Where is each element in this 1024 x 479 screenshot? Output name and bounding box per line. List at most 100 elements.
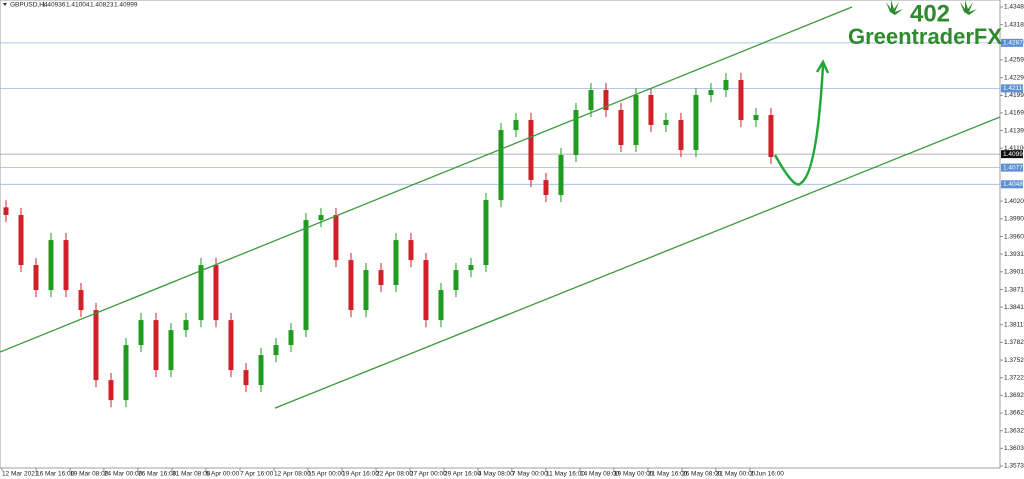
candle-body — [513, 120, 519, 131]
candle-body — [153, 320, 159, 371]
candle-body — [213, 265, 219, 321]
level-box — [1001, 84, 1023, 93]
candle-body — [363, 270, 369, 311]
candle-body — [63, 240, 69, 291]
candle-body — [273, 345, 279, 356]
y-tick-label: 1.36325 — [1004, 427, 1024, 434]
x-tick-label: 14 May 08:00 — [580, 471, 620, 478]
y-tick-label: 1.39310 — [1004, 251, 1024, 258]
x-tick-label: 26 May 08:00 — [682, 471, 722, 478]
x-tick-label: 29 Apr 16:00 — [444, 471, 481, 478]
symbol: GBPUSD,H4 — [10, 2, 48, 9]
candle-body — [618, 110, 624, 146]
candle-body — [228, 320, 234, 371]
x-tick-label: 21 May 16:00 — [648, 471, 688, 478]
x-tick-label: 22 Apr 08:00 — [376, 471, 413, 478]
x-tick-label: 5 Apr 00:00 — [206, 471, 240, 478]
y-tick-label: 1.41695 — [1004, 110, 1024, 117]
candle-body — [558, 155, 564, 196]
trend-line — [0, 6, 853, 353]
candle-body — [333, 215, 339, 261]
candle-body — [3, 207, 9, 216]
x-tick-label: 11 May 16:00 — [546, 471, 585, 478]
x-tick-label: 16 Mar 16:00 — [36, 471, 75, 478]
candle-body — [438, 290, 444, 321]
y-tick-label: 1.37220 — [1004, 375, 1024, 382]
y-tick-label: 1.41990 — [1004, 92, 1024, 99]
y-tick-label: 1.43485 — [1004, 4, 1024, 11]
candle-body — [468, 265, 474, 271]
y-tick-label: 1.37520 — [1004, 357, 1024, 364]
candle-body — [483, 200, 489, 266]
candle-body — [768, 115, 774, 158]
level-box — [1001, 38, 1023, 47]
y-tick-label: 1.42290 — [1004, 74, 1024, 81]
candle-body — [678, 120, 684, 151]
candle-body — [633, 94, 639, 146]
y-tick-label: 1.38115 — [1004, 322, 1024, 329]
y-tick-label: 1.39605 — [1004, 233, 1024, 240]
candle-body — [243, 370, 249, 386]
candle-body — [663, 120, 669, 126]
candle-body — [393, 240, 399, 286]
candle-body — [498, 130, 504, 201]
candle-body — [573, 110, 579, 156]
forecast-arrow — [773, 64, 825, 186]
x-tick-label: 19 Apr 16:00 — [342, 471, 379, 478]
x-tick-label: 19 May 00:00 — [614, 471, 654, 478]
logo-brand: GreentraderFX — [848, 24, 1002, 49]
level-box — [1001, 163, 1023, 172]
candle-body — [93, 310, 99, 381]
y-tick-label: 1.38415 — [1004, 304, 1024, 311]
y-tick-label: 1.37820 — [1004, 339, 1024, 346]
y-tick-label: 1.43185 — [1004, 21, 1024, 28]
candle-body — [723, 80, 729, 91]
candle-body — [528, 120, 534, 181]
candle-body — [753, 115, 759, 121]
level-label: 1.40999 — [1003, 151, 1024, 158]
y-tick-label: 1.36030 — [1004, 445, 1024, 452]
y-tick-label: 1.38710 — [1004, 286, 1024, 293]
leaf-icon — [886, 0, 903, 15]
candle-body — [33, 265, 39, 291]
candle-body — [348, 260, 354, 311]
candle-body — [168, 330, 174, 371]
leaf-icon — [960, 0, 977, 15]
x-tick-label: 2 Jun 16:00 — [750, 471, 784, 478]
y-tick-label: 1.40205 — [1004, 198, 1024, 205]
candle-body — [108, 380, 114, 401]
y-tick-label: 1.39905 — [1004, 216, 1024, 223]
level-label: 1.42879 — [1003, 40, 1024, 47]
candle-body — [303, 220, 309, 331]
x-tick-label: 27 Apr 00:00 — [410, 471, 447, 478]
candle-body — [78, 290, 84, 311]
candle-body — [708, 90, 714, 95]
y-tick-label: 1.39010 — [1004, 269, 1024, 276]
candle-body — [288, 330, 294, 346]
logo: 402 GreentraderFX — [848, 0, 1002, 49]
y-tick-label: 1.41395 — [1004, 127, 1024, 134]
x-tick-label: 19 Mar 08:00 — [70, 471, 109, 478]
x-tick-label: 4 May 08:00 — [478, 471, 514, 478]
y-tick-label: 1.35730 — [1004, 463, 1024, 470]
candle-body — [123, 345, 129, 401]
x-tick-label: 31 May 00:00 — [716, 471, 756, 478]
candle-body — [183, 320, 189, 331]
candle-body — [738, 80, 744, 121]
candle-body — [543, 180, 549, 196]
candle-body — [378, 270, 384, 286]
header-high: 1.41004 — [66, 2, 90, 9]
candle-body — [603, 90, 609, 111]
candle-body — [318, 215, 324, 221]
candle-body — [138, 320, 144, 346]
level-box — [1001, 180, 1023, 189]
header-low: 1.40823 — [90, 2, 114, 9]
candle-body — [693, 94, 699, 151]
y-tick-label: 1.41100 — [1004, 145, 1024, 152]
x-tick-label: 15 Apr 00:00 — [308, 471, 345, 478]
candle-body — [453, 270, 459, 291]
y-tick-label: 1.36625 — [1004, 410, 1024, 417]
level-label: 1.42110 — [1003, 85, 1024, 92]
